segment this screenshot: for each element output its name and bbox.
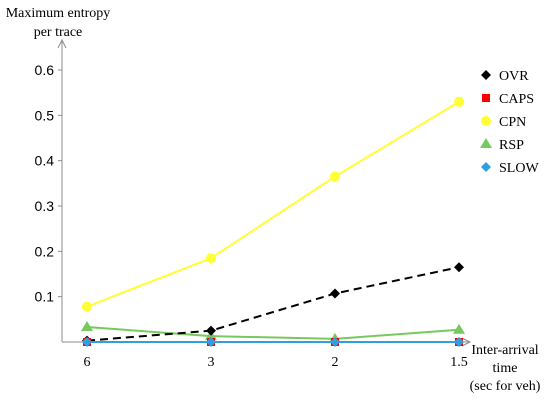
- legend-label-slow: SLOW: [499, 161, 539, 176]
- x-axis-label-line: time: [493, 361, 518, 376]
- x-tick-label: 2: [332, 355, 339, 370]
- data-point-cpn: [330, 171, 340, 182]
- data-point-cpn: [82, 301, 92, 312]
- series-rsp: [81, 321, 465, 343]
- x-tick-label: 3: [208, 355, 215, 370]
- data-point-slow: [206, 337, 216, 347]
- data-point-ovr: [330, 288, 340, 299]
- legend: OVR CAPS CPN RSP SLOW: [480, 69, 539, 176]
- legend-marker-caps: [482, 94, 490, 102]
- legend-marker-rsp: [480, 138, 492, 148]
- legend-label-cpn: CPN: [499, 115, 526, 130]
- legend-marker-cpn: [481, 116, 491, 126]
- x-axis-label-line: (sec for veh): [470, 379, 541, 394]
- legend-marker-ovr: [481, 70, 491, 80]
- axes: [57, 38, 472, 347]
- x-axis-label-line: Inter-arrival: [471, 343, 538, 358]
- series-line-cpn: [86, 100, 460, 308]
- x-axis-label: Inter-arrival time (sec for veh): [470, 343, 541, 394]
- data-point-slow: [330, 337, 340, 347]
- legend-label-rsp: RSP: [499, 138, 524, 153]
- data-point-ovr: [454, 262, 464, 273]
- y-axis-label-line: per trace: [34, 25, 83, 40]
- legend-marker-slow: [481, 162, 491, 172]
- data-point-slow: [82, 337, 92, 347]
- series-layer: [81, 96, 465, 347]
- x-tick-label: 1.5: [450, 355, 468, 370]
- y-tick-labels: 0.1 0.2 0.3 0.4 0.5 0.6: [35, 62, 62, 305]
- data-point-cpn: [454, 96, 464, 107]
- x-axis-arrow: [461, 337, 472, 347]
- legend-label-caps: CAPS: [499, 92, 534, 107]
- data-point-cpn: [206, 253, 216, 264]
- y-axis-label-line: Maximum entropy: [6, 6, 111, 21]
- series-cpn: [82, 96, 464, 312]
- y-axis-arrow: [57, 38, 67, 49]
- y-tick-label: 0.1: [35, 289, 55, 305]
- data-point-rsp: [453, 323, 465, 334]
- x-tick-labels: 6 3 2 1.5: [84, 342, 468, 370]
- data-point-slow: [454, 337, 464, 347]
- series-line-rsp: [86, 326, 460, 340]
- data-point-ovr: [206, 325, 216, 336]
- x-tick-label: 6: [84, 355, 91, 370]
- y-tick-label: 0.2: [35, 243, 55, 259]
- y-tick-label: 0.6: [35, 62, 55, 78]
- legend-label-ovr: OVR: [499, 69, 529, 84]
- data-point-rsp: [81, 321, 93, 332]
- y-tick-label: 0.4: [35, 153, 55, 169]
- series-slow: [82, 337, 464, 347]
- y-tick-label: 0.3: [35, 198, 55, 214]
- y-tick-label: 0.5: [35, 107, 55, 123]
- y-axis-label: Maximum entropy per trace: [6, 6, 111, 40]
- series-line-ovr: [86, 266, 460, 342]
